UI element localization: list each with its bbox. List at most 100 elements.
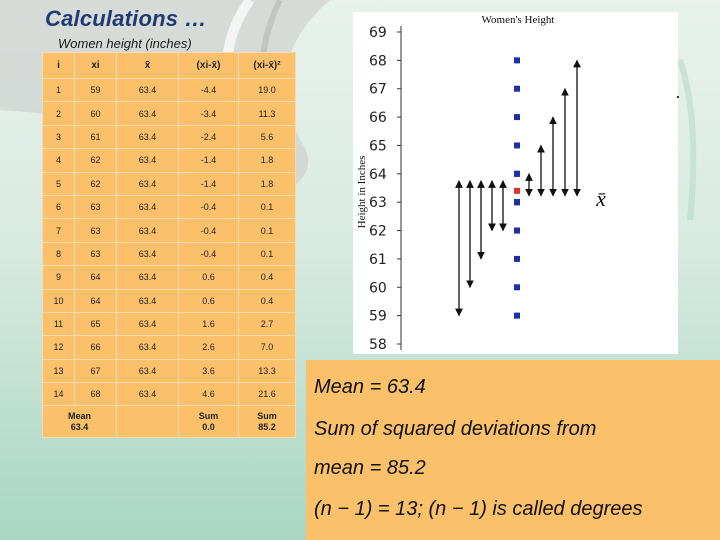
y-tick-label: 68: [369, 53, 387, 69]
y-tick-label: 61: [369, 252, 387, 268]
table-row: 12 66 63.4 2.6 7.0: [42, 335, 296, 360]
cell-i: 2: [42, 101, 75, 126]
cell-i: 11: [42, 311, 75, 337]
y-tick-label: 63: [369, 195, 387, 211]
table-row: 13 67 63.4 3.6 13.3: [42, 358, 296, 384]
cell-xi: 64: [74, 265, 117, 290]
y-tick-label: 66: [369, 110, 387, 126]
cell-squared-deviation: 13.3: [238, 358, 296, 384]
cell-squared-deviation: 5.6: [238, 124, 296, 150]
cell-mean: 63.4: [116, 77, 179, 103]
cell-deviation: -0.4: [178, 218, 239, 243]
table-row: 6 63 63.4 -0.4 0.1: [42, 194, 296, 220]
footer-sum2-value: 85.2: [258, 421, 276, 432]
data-point: [514, 57, 520, 64]
cell-i: 8: [42, 241, 75, 267]
cell-mean: 63.4: [116, 358, 179, 384]
mean-point: [514, 187, 520, 194]
cell-mean: 63.4: [116, 218, 179, 243]
summary-sum-value: mean = 85.2: [314, 457, 426, 479]
cell-xi: 68: [74, 382, 117, 407]
summary-degrees: (n − 1) = 13; (n − 1) is called degrees: [314, 498, 643, 520]
cell-squared-deviation: 0.1: [238, 241, 296, 267]
data-point: [514, 142, 520, 149]
summary-panel: Mean = 63.4 Sum of squared deviations fr…: [306, 360, 720, 540]
cell-i: 5: [42, 171, 75, 196]
cell-xi: 65: [74, 311, 117, 337]
cell-mean: 63.4: [116, 311, 179, 337]
y-axis-label: Height in Inches: [356, 156, 368, 229]
cell-i: 1: [42, 77, 75, 103]
cell-i: 13: [42, 358, 75, 384]
cell-xi: 61: [74, 124, 117, 150]
y-tick-label: 69: [369, 25, 387, 41]
cell-i: 7: [42, 218, 75, 243]
cell-xi: 67: [74, 358, 117, 384]
y-tick-label: 58: [369, 337, 387, 353]
footer-sum1-value: 0.0: [202, 421, 215, 432]
height-chart-panel: Women's Height Height in Inches 58 59 60 61 62…: [353, 12, 678, 354]
cell-deviation: -3.4: [178, 101, 239, 126]
cell-i: 14: [42, 382, 75, 407]
data-point: [514, 312, 520, 319]
data-point: [514, 199, 520, 206]
chart-title: Women's Height: [482, 14, 555, 26]
footer-mean-value: 63.4: [70, 421, 89, 432]
cell-mean: 63.4: [116, 101, 179, 126]
summary-mean: Mean = 63.4: [314, 376, 426, 398]
cell-squared-deviation: 1.8: [238, 148, 296, 173]
cell-deviation: 0.6: [178, 265, 239, 290]
table-row: 14 68 63.4 4.6 21.6: [42, 382, 296, 407]
table-row: 8 63 63.4 -0.4 0.1: [42, 241, 296, 267]
cell-mean: 63.4: [116, 288, 179, 313]
cell-i: 9: [42, 265, 75, 290]
table-row: 1 59 63.4 -4.4 19.0: [42, 77, 296, 103]
footer-sum-deviation: Sum 0.0: [178, 405, 239, 439]
cell-squared-deviation: 1.8: [238, 171, 296, 196]
footer-mean-label: Mean: [67, 410, 91, 421]
table-body: 1 59 63.4 -4.4 19.0 2 60 63.4 -3.4 11.3 3 61 63.4 -2.…: [42, 77, 296, 407]
y-tick-label: 67: [369, 82, 387, 98]
cell-deviation: -0.4: [178, 194, 239, 220]
cell-i: 4: [42, 148, 75, 173]
cell-deviation: 2.6: [178, 335, 239, 360]
table-row: 7 63 63.4 -0.4 0.1: [42, 218, 296, 243]
stray-dot: [677, 96, 679, 98]
header-i: i: [42, 52, 75, 79]
cell-xi: 62: [74, 171, 117, 196]
mean-label: x̄: [595, 186, 606, 211]
cell-squared-deviation: 0.4: [238, 288, 296, 313]
cell-deviation: -4.4: [178, 77, 239, 103]
cell-squared-deviation: 19.0: [238, 77, 296, 103]
cell-squared-deviation: 0.4: [238, 265, 296, 290]
slide-subtitle: Women height (inches): [58, 36, 192, 51]
footer-sum-squared: Sum 85.2: [238, 405, 296, 439]
table-row: 10 64 63.4 0.6 0.4: [42, 288, 296, 313]
data-point: [514, 284, 520, 291]
table-row: 11 65 63.4 1.6 2.7: [42, 311, 296, 337]
cell-mean: 63.4: [116, 124, 179, 150]
cell-mean: 63.4: [116, 241, 179, 267]
header-mean: x̄: [116, 52, 179, 79]
cell-mean: 63.4: [116, 265, 179, 290]
cell-mean: 63.4: [116, 382, 179, 407]
cell-xi: 59: [74, 77, 117, 103]
data-point: [514, 85, 520, 92]
cell-xi: 63: [74, 194, 117, 220]
table-row: 3 61 63.4 -2.4 5.6: [42, 124, 296, 150]
cell-i: 10: [42, 288, 75, 313]
y-tick-label: 59: [369, 309, 387, 325]
cell-mean: 63.4: [116, 148, 179, 173]
cell-squared-deviation: 0.1: [238, 218, 296, 243]
cell-i: 12: [42, 335, 75, 360]
cell-squared-deviation: 21.6: [238, 382, 296, 407]
y-tick-label: 64: [369, 167, 387, 183]
data-point: [514, 170, 520, 177]
cell-xi: 60: [74, 101, 117, 126]
table-row: 5 62 63.4 -1.4 1.8: [42, 171, 296, 196]
cell-xi: 66: [74, 335, 117, 360]
cell-xi: 64: [74, 288, 117, 313]
cell-i: 3: [42, 124, 75, 150]
slide-title: Calculations …: [45, 6, 207, 31]
cell-deviation: 3.6: [178, 358, 239, 384]
